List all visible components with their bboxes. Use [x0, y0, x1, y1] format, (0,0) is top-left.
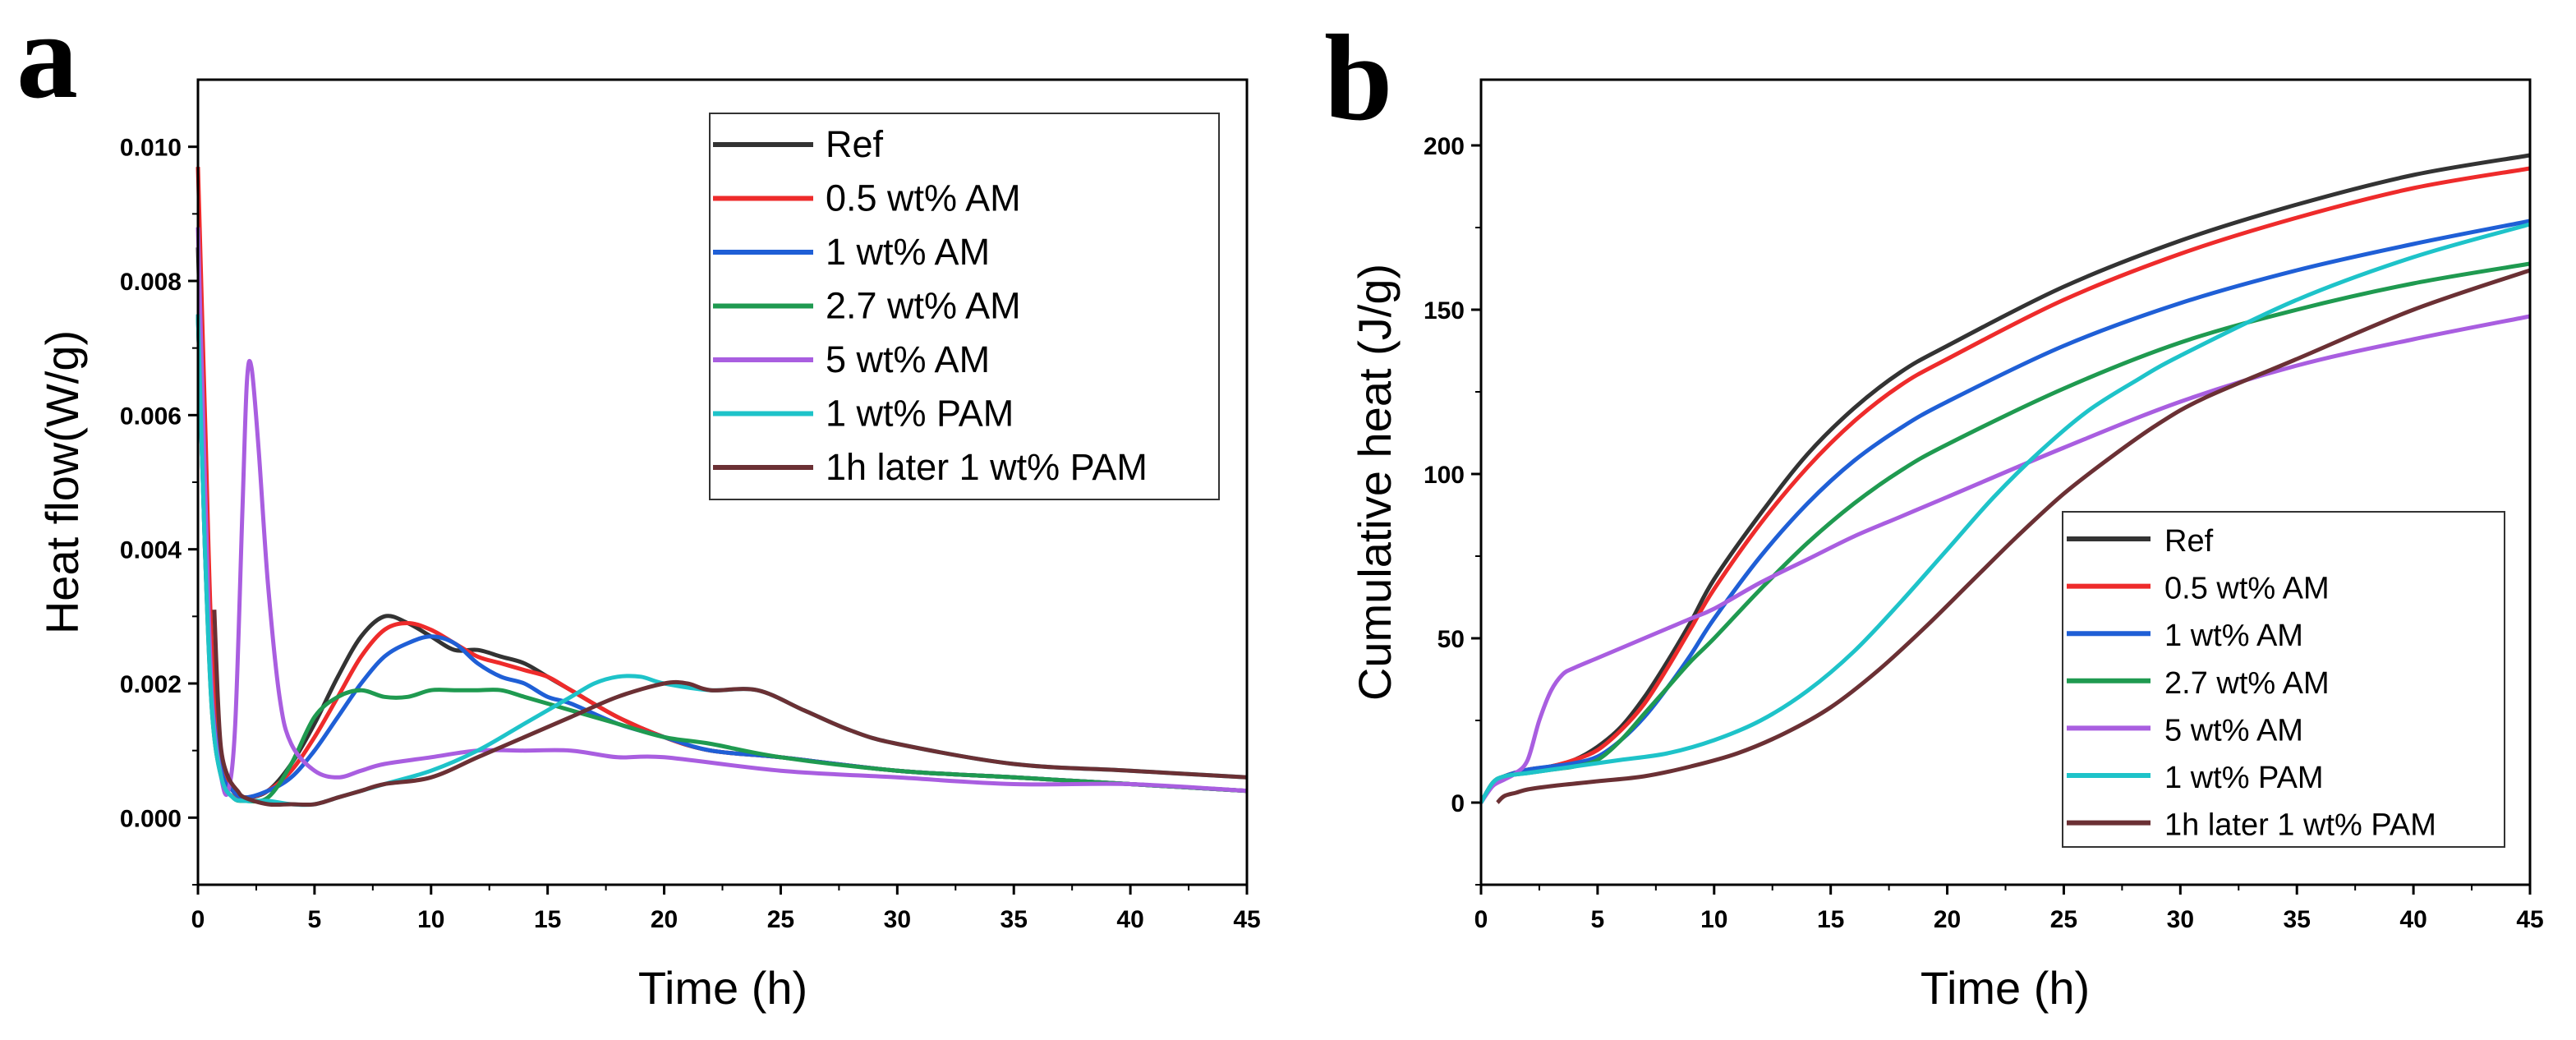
legend-label: Ref — [2164, 524, 2214, 559]
panel-a-frame — [196, 78, 1249, 886]
series-line-5-wt-am — [196, 227, 1248, 797]
legend-label: 2.7 wt% AM — [826, 285, 1021, 327]
x-tick-label: 25 — [2050, 906, 2077, 933]
panel-label-b: b — [1324, 10, 1392, 146]
panel-a-ticks: 0 5 10 15 20 25 30 35 40 45 0.000 0.002 0.004 0.006 0.… — [120, 135, 1261, 933]
legend-label: 5 wt% AM — [826, 338, 990, 380]
legend-label: 0.5 wt% AM — [2164, 572, 2330, 606]
panel-b-frame — [1479, 78, 2532, 886]
panel-b-ticks: 0 5 10 15 20 25 30 35 40 45 0 50 100 150 200 — [1424, 133, 2544, 933]
x-tick-label: 35 — [2284, 906, 2311, 933]
legend-label: Ref — [826, 123, 884, 165]
series-line-1h-later-1-wt-pam — [1496, 268, 2531, 804]
legend-label: 1 wt% PAM — [2164, 761, 2324, 795]
x-tick-label: 25 — [767, 906, 794, 933]
x-tick-label: 30 — [884, 906, 911, 933]
x-tick-label: 20 — [651, 906, 678, 933]
series-line-1-wt-am — [1479, 219, 2531, 804]
y-tick-label: 50 — [1438, 626, 1465, 653]
panel-a: a 0 5 10 15 20 25 30 35 40 45 0.000 0.002 0.004 0.006… — [16, 0, 1261, 1014]
y-tick-label: 100 — [1424, 462, 1465, 489]
series-line-1-wt-pam — [1479, 222, 2531, 804]
legend-label: 1h later 1 wt% PAM — [826, 446, 1148, 488]
y-tick-label: 150 — [1424, 297, 1465, 324]
series-line-1h-later-1-wt-pam — [212, 610, 1248, 808]
panel-b-legend: Ref 0.5 wt% AM 1 wt% AM 2.7 wt% AM 5 wt% AM 1… — [2062, 511, 2505, 848]
panel-a-legend: Ref 0.5 wt% AM 1 wt% AM 2.7 wt% AM 5 wt% AM 1… — [709, 113, 1220, 500]
series-line-5-wt-am — [1479, 314, 2531, 804]
x-tick-label: 30 — [2167, 906, 2194, 933]
y-tick-label: 0.000 — [120, 805, 182, 832]
x-tick-label: 35 — [1000, 906, 1028, 933]
x-tick-label: 40 — [2399, 906, 2426, 933]
x-tick-label: 15 — [534, 906, 561, 933]
x-tick-label: 5 — [1591, 906, 1605, 933]
y-tick-label: 0.006 — [120, 403, 182, 430]
panel-b: b 0 5 10 15 20 25 30 35 40 45 0 50 100 150 200 Time (h… — [1324, 10, 2544, 1014]
x-tick-label: 5 — [308, 906, 322, 933]
legend-label: 0.5 wt% AM — [826, 177, 1021, 219]
panel-b-xlabel: Time (h) — [1920, 962, 2090, 1014]
panel-a-xlabel: Time (h) — [638, 962, 807, 1014]
x-tick-label: 45 — [1233, 906, 1260, 933]
y-tick-label: 0.002 — [120, 671, 182, 698]
legend-label: 1 wt% AM — [826, 231, 990, 273]
legend-label: 1h later 1 wt% PAM — [2164, 808, 2436, 843]
x-tick-label: 15 — [1817, 906, 1844, 933]
panel-label-a: a — [16, 0, 78, 124]
x-tick-label: 0 — [191, 906, 205, 933]
x-tick-label: 40 — [1116, 906, 1143, 933]
panel-b-ylabel: Cumulative heat (J/g) — [1349, 264, 1401, 701]
panel-a-series — [196, 167, 1248, 808]
x-tick-label: 10 — [1700, 906, 1727, 933]
panel-b-series — [1479, 153, 2531, 804]
panel-a-ylabel: Heat flow(W/g) — [36, 330, 88, 634]
legend-label: 1 wt% AM — [2164, 619, 2303, 653]
x-tick-label: 20 — [1934, 906, 1961, 933]
x-tick-label: 0 — [1474, 906, 1488, 933]
x-tick-label: 45 — [2516, 906, 2543, 933]
y-tick-label: 0.004 — [120, 537, 182, 564]
y-tick-label: 0.010 — [120, 135, 182, 162]
legend-label: 1 wt% PAM — [826, 393, 1014, 435]
legend-label: 2.7 wt% AM — [2164, 666, 2330, 701]
legend-label: 5 wt% AM — [2164, 713, 2303, 748]
y-tick-label: 0 — [1451, 790, 1465, 817]
x-tick-label: 10 — [417, 906, 444, 933]
y-tick-label: 0.008 — [120, 269, 182, 296]
y-tick-label: 200 — [1424, 133, 1465, 160]
